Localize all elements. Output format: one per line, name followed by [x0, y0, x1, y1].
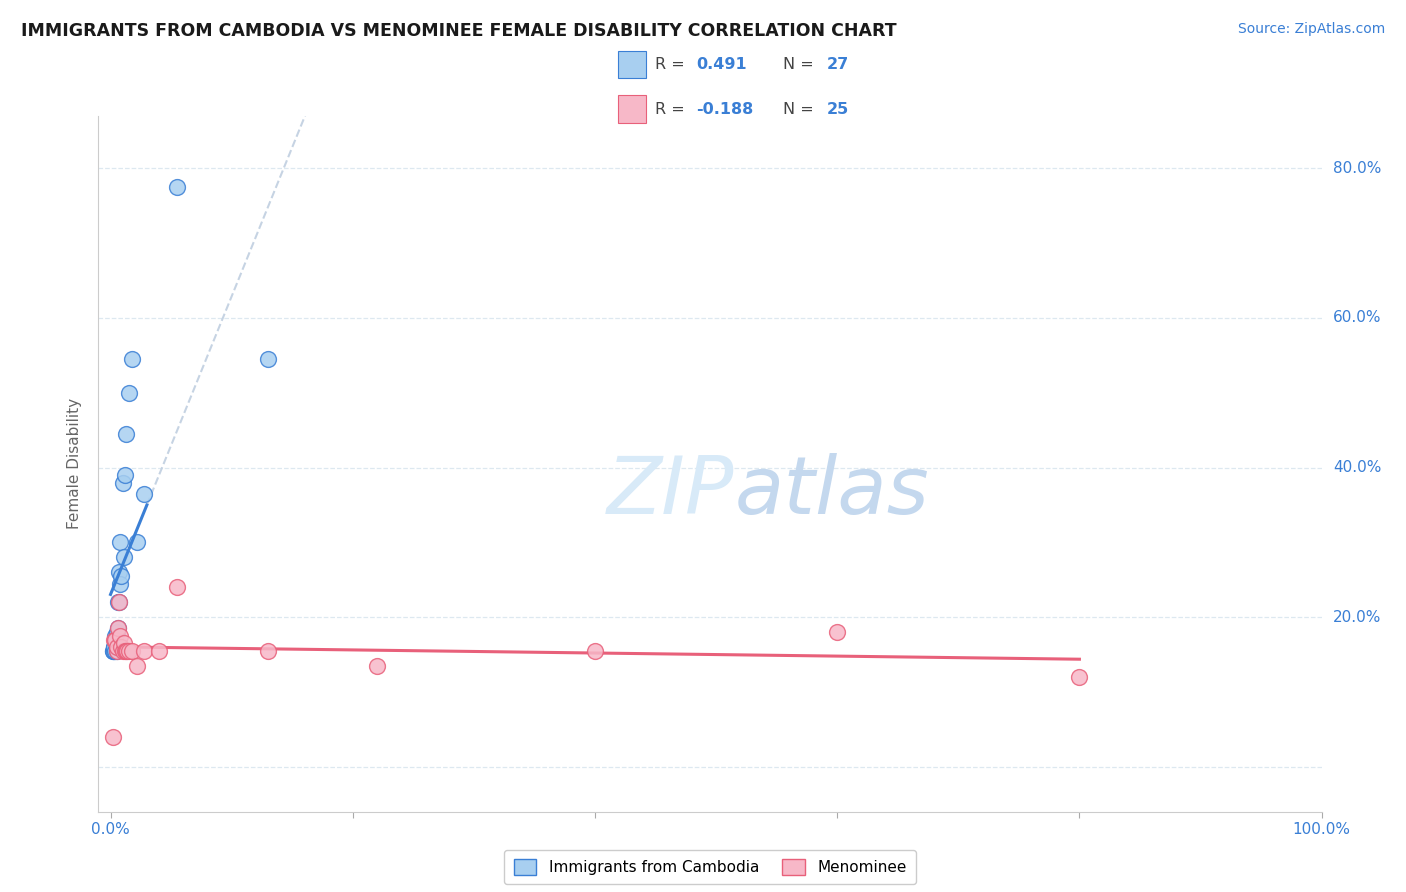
Point — [108, 595, 131, 609]
Point — [114, 468, 136, 483]
Point — [103, 644, 125, 658]
Point — [110, 569, 132, 583]
Point — [121, 352, 143, 367]
Point — [104, 632, 127, 647]
Point — [101, 730, 124, 744]
Point — [110, 629, 132, 643]
Point — [127, 658, 149, 673]
Text: N =: N = — [783, 102, 814, 117]
Point — [105, 640, 128, 654]
Legend: Immigrants from Cambodia, Menominee: Immigrants from Cambodia, Menominee — [505, 850, 915, 884]
Text: R =: R = — [655, 57, 685, 72]
Point — [127, 535, 149, 549]
Point — [117, 644, 139, 658]
Point — [166, 580, 188, 594]
Point — [115, 426, 138, 441]
Point — [103, 640, 125, 654]
Point — [148, 644, 170, 658]
Point — [107, 595, 129, 609]
Point — [101, 644, 124, 658]
Text: 80.0%: 80.0% — [1333, 161, 1381, 176]
Point — [111, 644, 134, 658]
Text: 0.491: 0.491 — [696, 57, 747, 72]
Y-axis label: Female Disability: Female Disability — [67, 398, 83, 530]
Point — [104, 644, 127, 658]
Point — [257, 644, 280, 658]
Point — [257, 352, 280, 367]
Text: Source: ZipAtlas.com: Source: ZipAtlas.com — [1237, 22, 1385, 37]
Point — [103, 640, 125, 654]
Text: 40.0%: 40.0% — [1333, 460, 1381, 475]
Point — [107, 622, 129, 636]
Point — [118, 385, 141, 400]
Point — [825, 625, 848, 640]
Point — [110, 535, 132, 549]
Point — [112, 550, 135, 565]
Point — [108, 595, 131, 609]
Point — [114, 644, 136, 658]
Text: 25: 25 — [827, 102, 849, 117]
Point — [121, 644, 143, 658]
Point — [1069, 670, 1091, 684]
Point — [103, 632, 125, 647]
Point — [108, 566, 131, 580]
Point — [107, 622, 129, 636]
Text: ZIP: ZIP — [607, 452, 734, 531]
Point — [105, 625, 128, 640]
Point — [134, 487, 156, 501]
Point — [111, 475, 134, 490]
Point — [115, 644, 138, 658]
Text: 20.0%: 20.0% — [1333, 610, 1381, 624]
Bar — [619, 51, 647, 78]
Text: N =: N = — [783, 57, 814, 72]
Point — [105, 640, 128, 654]
Point — [104, 629, 127, 643]
Bar — [619, 95, 647, 123]
Point — [105, 644, 128, 658]
Text: 27: 27 — [827, 57, 849, 72]
Text: R =: R = — [655, 102, 685, 117]
Text: IMMIGRANTS FROM CAMBODIA VS MENOMINEE FEMALE DISABILITY CORRELATION CHART: IMMIGRANTS FROM CAMBODIA VS MENOMINEE FE… — [21, 22, 897, 40]
Point — [110, 640, 132, 654]
Point — [118, 644, 141, 658]
Point — [366, 658, 388, 673]
Text: atlas: atlas — [734, 452, 929, 531]
Text: -0.188: -0.188 — [696, 102, 754, 117]
Point — [110, 576, 132, 591]
Point — [166, 180, 188, 194]
Point — [112, 636, 135, 650]
Point — [134, 644, 156, 658]
Point — [583, 644, 606, 658]
Text: 60.0%: 60.0% — [1333, 310, 1381, 326]
Point — [101, 644, 124, 658]
Point — [105, 644, 128, 658]
